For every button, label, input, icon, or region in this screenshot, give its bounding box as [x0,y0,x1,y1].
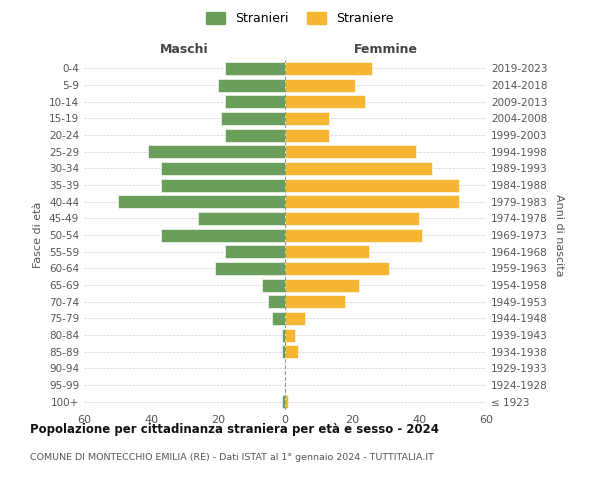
Bar [268,295,285,308]
Bar [118,195,285,208]
Bar [221,112,285,125]
Bar [285,112,329,125]
Text: Maschi: Maschi [160,43,209,56]
Bar [285,328,295,342]
Text: Femmine: Femmine [353,43,418,56]
Y-axis label: Fasce di età: Fasce di età [34,202,43,268]
Bar [161,228,285,241]
Y-axis label: Anni di nascita: Anni di nascita [554,194,564,276]
Bar [285,262,389,275]
Bar [285,345,298,358]
Bar [262,278,285,291]
Text: Popolazione per cittadinanza straniera per età e sesso - 2024: Popolazione per cittadinanza straniera p… [30,422,439,436]
Bar [285,178,459,192]
Bar [272,312,285,325]
Bar [285,78,355,92]
Bar [285,295,346,308]
Bar [285,278,359,291]
Bar [198,212,285,225]
Bar [285,228,422,241]
Bar [285,195,459,208]
Bar [285,95,365,108]
Bar [215,262,285,275]
Bar [285,245,369,258]
Bar [285,145,416,158]
Bar [285,212,419,225]
Bar [225,95,285,108]
Bar [285,162,433,175]
Bar [161,178,285,192]
Bar [225,62,285,75]
Bar [161,162,285,175]
Bar [148,145,285,158]
Bar [285,395,289,408]
Bar [225,245,285,258]
Bar [225,128,285,141]
Bar [281,345,285,358]
Bar [285,62,372,75]
Text: COMUNE DI MONTECCHIO EMILIA (RE) - Dati ISTAT al 1° gennaio 2024 - TUTTITALIA.IT: COMUNE DI MONTECCHIO EMILIA (RE) - Dati … [30,452,434,462]
Bar [285,128,329,141]
Bar [281,395,285,408]
Bar [218,78,285,92]
Legend: Stranieri, Straniere: Stranieri, Straniere [202,7,398,30]
Bar [281,328,285,342]
Bar [285,312,305,325]
